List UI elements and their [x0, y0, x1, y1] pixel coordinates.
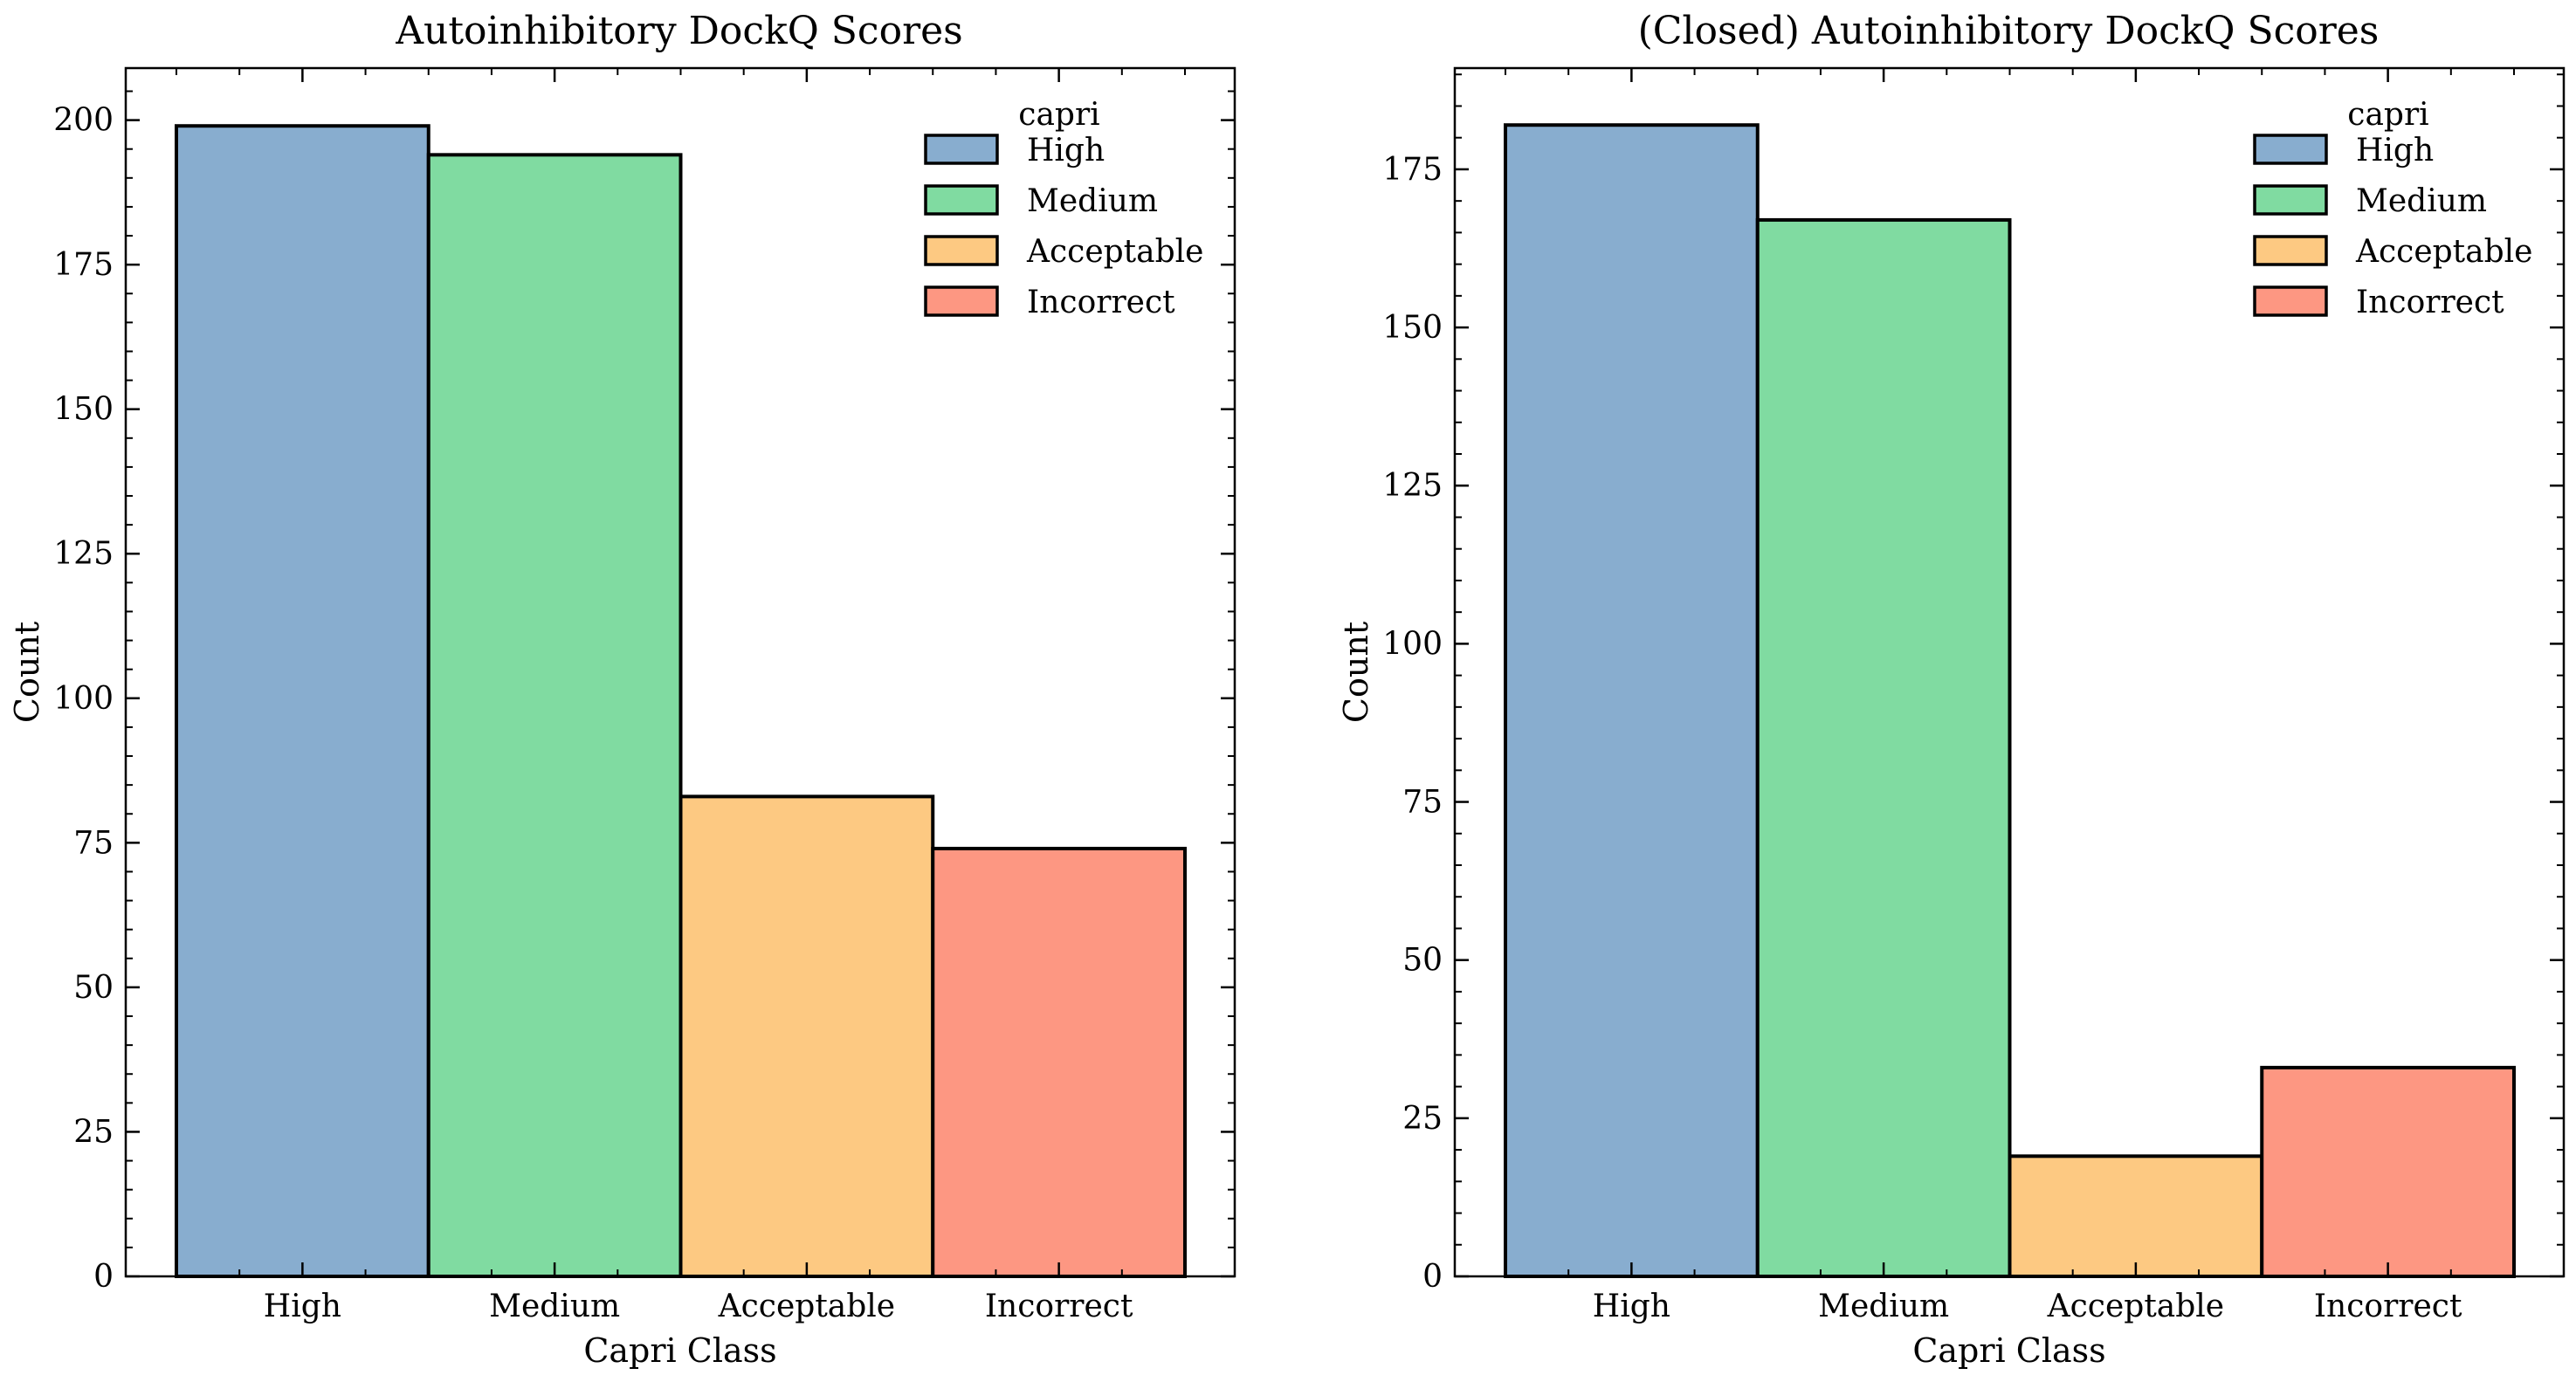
x-tick-label: Incorrect: [2314, 1289, 2462, 1324]
legend-title: capri: [2347, 97, 2428, 133]
tick-group: 0 25 50 75 100 125 150 175 High Medium Acceptable I…: [1382, 68, 2564, 1324]
y-tick-label: 0: [93, 1259, 114, 1295]
legend-label-high: High: [1027, 133, 1105, 168]
legend-swatch-medium: [2253, 184, 2328, 216]
y-axis-label: Count: [1337, 622, 1375, 723]
legend-label-incorrect: Incorrect: [1027, 285, 1175, 320]
legend-label-high: High: [2356, 133, 2434, 168]
bar-acceptable: [678, 794, 935, 1278]
legend-swatch-incorrect: [924, 285, 999, 317]
legend-title: capri: [1018, 97, 1099, 133]
x-tick-label: Acceptable: [718, 1289, 895, 1324]
legend-label-incorrect: Incorrect: [2356, 285, 2504, 320]
x-axis-label: Capri Class: [583, 1331, 776, 1370]
legend: capri High Medium Acceptable Incorrect: [2253, 97, 2532, 320]
x-axis-label: Capri Class: [1912, 1331, 2105, 1370]
chart-title: (Closed) Autoinhibitory DockQ Scores: [1638, 9, 2380, 53]
legend-swatch-high: [924, 134, 999, 165]
y-tick-label: 150: [1382, 310, 1443, 346]
x-tick-label: High: [1593, 1289, 1670, 1324]
legend-label-medium: Medium: [2356, 183, 2487, 219]
legend-label-acceptable: Acceptable: [1026, 234, 1203, 270]
y-tick-label: 125: [1382, 468, 1443, 504]
y-tick-label: 175: [53, 247, 114, 283]
bar-medium: [426, 153, 683, 1278]
y-tick-label: 200: [53, 103, 114, 139]
legend-swatch-acceptable: [2253, 235, 2328, 266]
y-tick-label: 100: [1382, 626, 1443, 662]
legend: capri High Medium Acceptable Incorrect: [924, 97, 1203, 320]
y-tick-label: 25: [1402, 1101, 1443, 1137]
bar-acceptable: [2008, 1154, 2264, 1278]
bar-high: [175, 124, 430, 1278]
x-tick-label: High: [264, 1289, 341, 1324]
y-tick-label: 175: [1382, 152, 1443, 188]
legend-label-medium: Medium: [1027, 183, 1158, 219]
right-chart-panel: (Closed) Autoinhibitory DockQ Scores 0 25…: [1337, 9, 2566, 1370]
legend-swatch-acceptable: [924, 235, 999, 266]
tick-group: 0 25 50 75 100 125 150 175 200 High Medium Acceptab…: [53, 68, 1235, 1324]
x-tick-label: Medium: [1818, 1289, 1949, 1324]
left-chart-panel: Autoinhibitory DockQ Scores 0 25 50 75 100 12…: [8, 9, 1236, 1370]
x-tick-label: Acceptable: [2047, 1289, 2224, 1324]
bar-incorrect: [2260, 1065, 2516, 1279]
y-tick-label: 25: [73, 1114, 114, 1150]
legend-swatch-incorrect: [2253, 285, 2328, 317]
y-tick-label: 75: [1402, 785, 1443, 821]
bar-group: [175, 124, 1187, 1279]
y-tick-label: 50: [1402, 943, 1443, 979]
bar-high: [1504, 123, 1760, 1279]
bar-incorrect: [931, 846, 1187, 1279]
y-tick-label: 150: [53, 392, 114, 428]
bar-group: [1504, 123, 2516, 1279]
legend-swatch-medium: [924, 184, 999, 216]
x-tick-label: Incorrect: [985, 1289, 1133, 1324]
legend-swatch-high: [2253, 134, 2328, 165]
y-tick-label: 100: [53, 681, 114, 717]
bar-medium: [1755, 217, 2012, 1278]
y-tick-label: 75: [73, 825, 114, 861]
x-tick-label: Medium: [489, 1289, 620, 1324]
y-tick-label: 0: [1422, 1259, 1443, 1295]
y-axis-label: Count: [8, 622, 46, 723]
chart-title: Autoinhibitory DockQ Scores: [395, 9, 962, 53]
y-tick-label: 50: [73, 970, 114, 1006]
legend-label-acceptable: Acceptable: [2355, 234, 2532, 270]
y-tick-label: 125: [53, 536, 114, 572]
